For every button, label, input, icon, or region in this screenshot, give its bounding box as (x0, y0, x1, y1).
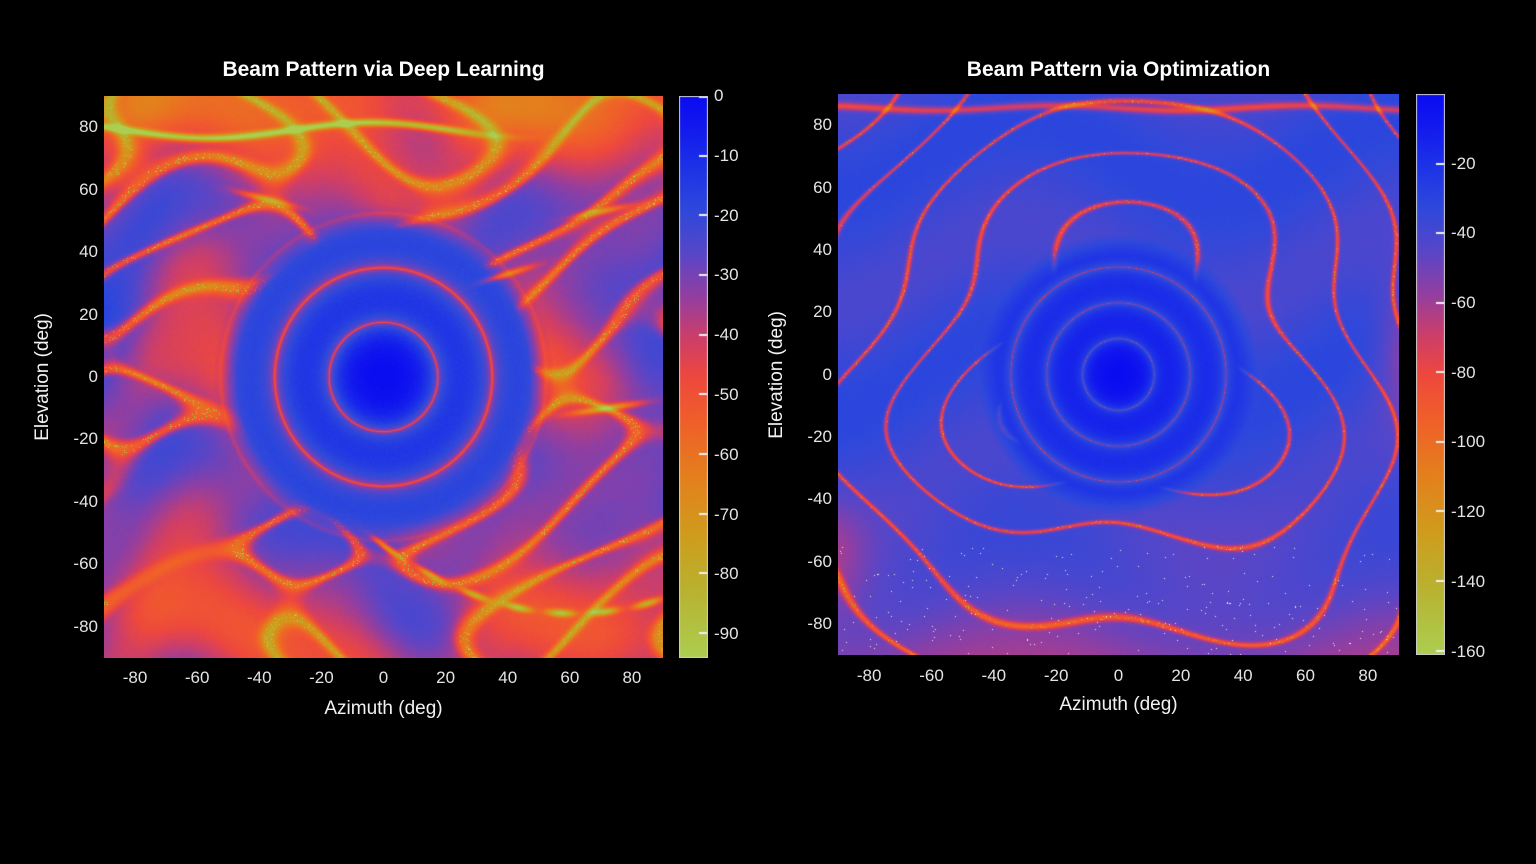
colorbar-tick-label: -60 (1451, 293, 1476, 313)
x-tick-label: 0 (1113, 666, 1124, 685)
x-tick-label: 0 (378, 668, 389, 687)
y-tick-labels: 80 60 40 20 0 -20 -40 -60 -80 (56, 96, 98, 658)
y-axis-label: Elevation (deg) (766, 310, 787, 439)
colorbar-tick-label: -160 (1451, 641, 1486, 661)
x-tick-labels: -80 -60 -40 -20 0 20 40 60 80 (838, 666, 1399, 688)
colorbar-tick-label: -40 (714, 325, 739, 345)
y-tick-label: 0 (88, 367, 98, 386)
colorbar-canvas (679, 96, 708, 658)
y-tick-label: -40 (807, 489, 832, 509)
colorbar-tick-labels: -20 -40 -60 -80 -100 -120 -140 -160 (1451, 94, 1509, 661)
y-tick-label: -20 (807, 426, 832, 446)
x-tick-label: 60 (1296, 666, 1315, 685)
x-axis-label: Azimuth (deg) (324, 698, 443, 719)
x-tick-label: -20 (309, 668, 334, 687)
y-tick-label: -80 (73, 616, 98, 636)
y-tick-label: -20 (73, 429, 98, 449)
y-tick-label: 40 (813, 239, 832, 259)
x-tick-label: -60 (919, 666, 944, 685)
colorbar-tick-label: -80 (1451, 362, 1476, 382)
colorbar-tick-label: -100 (1451, 432, 1486, 452)
x-tick-label: -40 (981, 666, 1007, 685)
colorbar-tick-label: -20 (1451, 153, 1476, 173)
heatmap-canvas (104, 96, 663, 658)
colorbar-tick-label: -40 (1451, 223, 1476, 243)
y-tick-label: 80 (813, 115, 832, 135)
y-tick-label: -80 (807, 613, 832, 633)
y-tick-label: -60 (807, 551, 832, 571)
y-tick-label: 20 (813, 302, 832, 322)
colorbar-tick-label: 0 (714, 86, 724, 105)
y-tick-label: 40 (79, 242, 98, 262)
y-tick-label: 20 (79, 304, 98, 324)
x-tick-label: 80 (1358, 666, 1378, 685)
colorbar-tick-label: -80 (714, 564, 739, 584)
chart-title: Beam Pattern via Optimization (966, 58, 1271, 81)
x-tick-label: -40 (246, 668, 272, 687)
x-tick-label: 40 (1233, 666, 1253, 685)
x-tick-label: -80 (856, 666, 882, 685)
y-tick-label: -60 (73, 554, 98, 574)
x-tick-label: 20 (436, 668, 456, 687)
x-tick-label: 60 (560, 668, 580, 687)
colorbar-tick-label: -30 (714, 265, 739, 285)
y-tick-label: 0 (822, 364, 832, 384)
y-tick-labels: 80 60 40 20 0 -20 -40 -60 -80 (790, 94, 832, 655)
y-tick-label: -40 (73, 491, 98, 511)
colorbar-tick-label: -70 (714, 504, 739, 524)
x-tick-labels: -80 -60 -40 -20 0 20 40 60 80 (104, 668, 663, 690)
x-tick-label: -20 (1043, 666, 1069, 685)
colorbar-canvas (1416, 94, 1445, 655)
colorbar-tick-label: -90 (714, 624, 739, 644)
x-tick-label: -60 (184, 668, 210, 687)
colorbar-tick-label: -50 (714, 384, 739, 404)
y-tick-label: 80 (79, 117, 98, 137)
colorbar-tick-label: -20 (714, 205, 739, 225)
y-tick-label: 60 (813, 177, 832, 197)
y-tick-label: 60 (79, 179, 98, 199)
x-tick-label: -80 (122, 668, 148, 687)
colorbar-tick-label: -140 (1451, 571, 1486, 591)
chart-title: Beam Pattern via Deep Learning (222, 58, 545, 81)
x-tick-label: 40 (498, 668, 518, 687)
heatmap-canvas (838, 94, 1399, 655)
y-axis-label-box: Elevation (deg) (764, 94, 790, 655)
colorbar-tick-label: -60 (714, 444, 739, 464)
colorbar-tick-label: -10 (714, 145, 739, 165)
x-tick-label: 20 (1171, 666, 1191, 685)
x-tick-label: 80 (622, 668, 642, 687)
colorbar-tick-labels: 0 -10 -20 -30 -40 -50 -60 -70 -80 -90 (714, 86, 766, 658)
x-axis-label: Azimuth (deg) (1059, 694, 1178, 715)
colorbar-tick-label: -120 (1451, 502, 1486, 522)
